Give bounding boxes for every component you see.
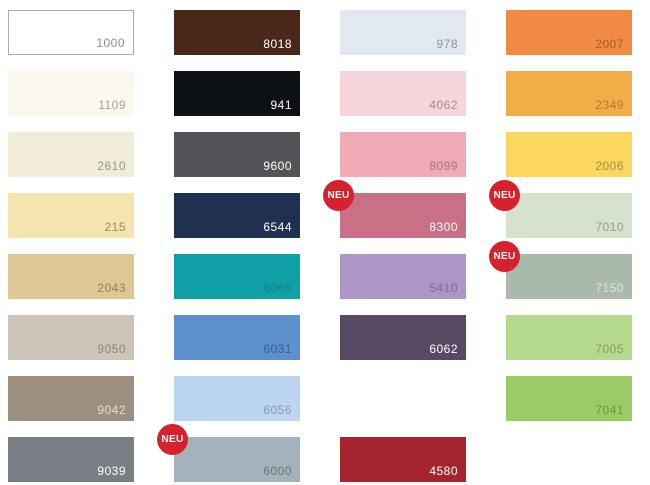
color-code-label: 8300 (429, 220, 458, 234)
color-swatch-8099[interactable]: 8099 (340, 132, 466, 177)
color-swatch-9039[interactable]: 9039 (8, 437, 134, 482)
color-swatch-4062[interactable]: 4062 (340, 71, 466, 116)
color-swatch-2007[interactable]: 2007 (506, 10, 632, 55)
color-code-label: 6056 (263, 403, 292, 417)
color-swatch-9600[interactable]: 9600 (174, 132, 300, 177)
color-code-label: 2610 (97, 159, 126, 173)
color-swatch-9050[interactable]: 9050 (8, 315, 134, 360)
color-code-label: 6066 (263, 281, 292, 295)
color-swatch-9042[interactable]: 9042 (8, 376, 134, 421)
color-code-label: 7010 (595, 220, 624, 234)
color-code-label: 7150 (595, 281, 624, 295)
color-swatch-8018[interactable]: 8018 (174, 10, 300, 55)
color-swatch-8300[interactable]: 8300 NEU (323, 180, 466, 238)
color-swatch-2006[interactable]: 2006 (506, 132, 632, 177)
color-swatch-grid: 1000 1109 2610 215 2043 9050 9042 9039 8018 941 96… (8, 10, 632, 482)
neu-badge: NEU (323, 180, 354, 211)
neu-badge: NEU (489, 180, 520, 211)
color-swatch-1109[interactable]: 1109 (8, 71, 134, 116)
color-code-label: 1000 (96, 36, 125, 50)
color-code-label: 6544 (263, 220, 292, 234)
color-swatch-6056[interactable]: 6056 (174, 376, 300, 421)
color-swatch-7010[interactable]: 7010 NEU (489, 180, 632, 238)
color-swatch-4580[interactable]: 4580 (340, 437, 466, 482)
color-swatch-2043[interactable]: 2043 (8, 254, 134, 299)
color-swatch-6031[interactable]: 6031 (174, 315, 300, 360)
color-code-label: 941 (270, 98, 292, 112)
color-code-label: 4580 (429, 464, 458, 478)
color-swatch-2610[interactable]: 2610 (8, 132, 134, 177)
color-code-label: 2007 (595, 37, 624, 51)
color-swatch-7041[interactable]: 7041 (506, 376, 632, 421)
color-code-label: 9600 (263, 159, 292, 173)
color-code-label: 2349 (595, 98, 624, 112)
neu-badge: NEU (157, 424, 188, 455)
color-code-label: 2006 (595, 159, 624, 173)
color-code-label: 1109 (98, 98, 126, 112)
color-swatch-7005[interactable]: 7005 (506, 315, 632, 360)
color-swatch-6000[interactable]: 6000 NEU (157, 424, 300, 482)
color-swatch-5410[interactable]: 5410 (340, 254, 466, 299)
color-code-label: 9042 (97, 403, 126, 417)
color-code-label: 6031 (263, 342, 292, 356)
color-code-label: 2043 (97, 281, 126, 295)
color-swatch-7150[interactable]: 7150 NEU (489, 241, 632, 299)
color-swatch-6066[interactable]: 6066 (174, 254, 300, 299)
color-swatch-978[interactable]: 978 (340, 10, 466, 55)
color-swatch-2349[interactable]: 2349 (506, 71, 632, 116)
color-code-label: 8099 (429, 159, 458, 173)
color-swatch-6062[interactable]: 6062 (340, 315, 466, 360)
neu-badge: NEU (489, 241, 520, 272)
color-code-label: 7041 (595, 403, 624, 417)
color-swatch-6544[interactable]: 6544 (174, 193, 300, 238)
color-code-label: 7005 (595, 342, 624, 356)
color-code-label: 6000 (263, 464, 292, 478)
color-code-label: 9039 (97, 464, 126, 478)
color-code-label: 9050 (97, 342, 126, 356)
color-swatch-215[interactable]: 215 (8, 193, 134, 238)
color-code-label: 215 (104, 220, 126, 234)
color-swatch-1000[interactable]: 1000 (8, 10, 134, 55)
color-code-label: 4062 (429, 98, 458, 112)
color-code-label: 8018 (263, 37, 292, 51)
color-code-label: 978 (436, 37, 458, 51)
color-swatch-941[interactable]: 941 (174, 71, 300, 116)
color-code-label: 5410 (429, 281, 458, 295)
color-code-label: 6062 (429, 342, 458, 356)
